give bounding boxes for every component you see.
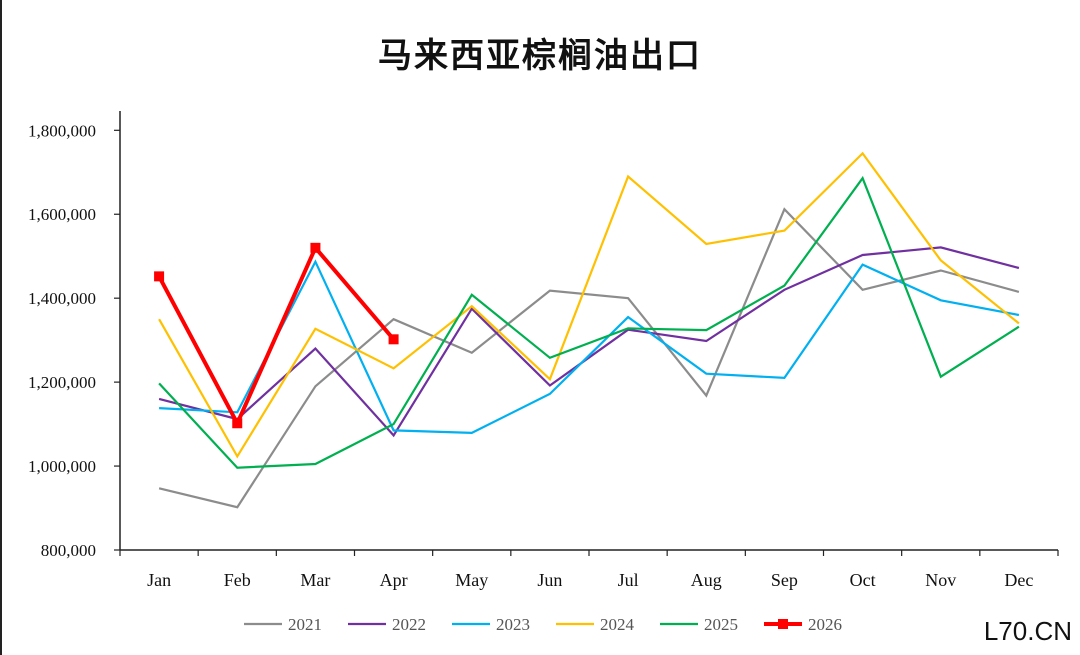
x-tick-label: Oct [850, 570, 876, 590]
x-tick-label: Aug [691, 570, 722, 590]
legend-item-2023: 2023 [452, 615, 530, 634]
chart-title: 马来西亚棕榈油出口 [378, 36, 702, 76]
legend-item-2022: 2022 [348, 615, 426, 634]
legend-label: 2026 [808, 615, 842, 634]
x-tick-label: Apr [380, 570, 408, 590]
data-point-2026 [154, 271, 165, 282]
y-tick-label: 1,600,000 [28, 205, 96, 224]
legend-item-2025: 2025 [660, 615, 738, 634]
series-2021 [158, 207, 1020, 509]
legend-label: 2024 [600, 615, 635, 634]
x-tick-label: Jul [618, 570, 639, 590]
legend-item-2021: 2021 [244, 615, 322, 634]
series-line-2022 [158, 246, 1020, 438]
series-line-2021 [158, 207, 1020, 509]
x-tick-label: Jun [537, 570, 562, 590]
series-line-2023 [159, 259, 1020, 435]
legend-label: 2023 [496, 615, 530, 634]
legend-label: 2021 [288, 615, 322, 634]
x-tick-label: Mar [300, 570, 330, 590]
x-tick-label: Nov [925, 570, 956, 590]
series-line-2024 [158, 151, 1020, 459]
y-tick-label: 1,000,000 [28, 457, 96, 476]
watermark: L70.CN [983, 616, 1072, 646]
frame-left-border [0, 0, 2, 655]
series-2023 [159, 259, 1020, 435]
series-line-2025 [158, 175, 1020, 469]
data-point-2026 [388, 334, 399, 345]
series-line-2026 [157, 244, 396, 428]
series-2025 [158, 175, 1020, 469]
x-tick-label: Jan [147, 570, 171, 590]
legend-item-2024: 2024 [556, 615, 635, 634]
y-tick-label: 1,200,000 [28, 373, 96, 392]
series-2024 [158, 151, 1020, 459]
legend-label: 2022 [392, 615, 426, 634]
x-tick-label: Dec [1004, 570, 1033, 590]
y-tick-label: 1,800,000 [28, 121, 96, 140]
legend-item-2026: 2026 [764, 615, 842, 634]
data-point-2026 [310, 242, 321, 253]
x-tick-label: Feb [224, 570, 251, 590]
series-2022 [158, 246, 1020, 438]
series-2026 [154, 242, 399, 429]
x-tick-label: May [455, 570, 488, 590]
y-tick-label: 800,000 [41, 541, 96, 560]
data-point-2026 [232, 418, 243, 429]
y-tick-label: 1,400,000 [28, 289, 96, 308]
x-tick-label: Sep [771, 570, 798, 590]
legend-label: 2025 [704, 615, 738, 634]
legend-marker [778, 619, 788, 629]
